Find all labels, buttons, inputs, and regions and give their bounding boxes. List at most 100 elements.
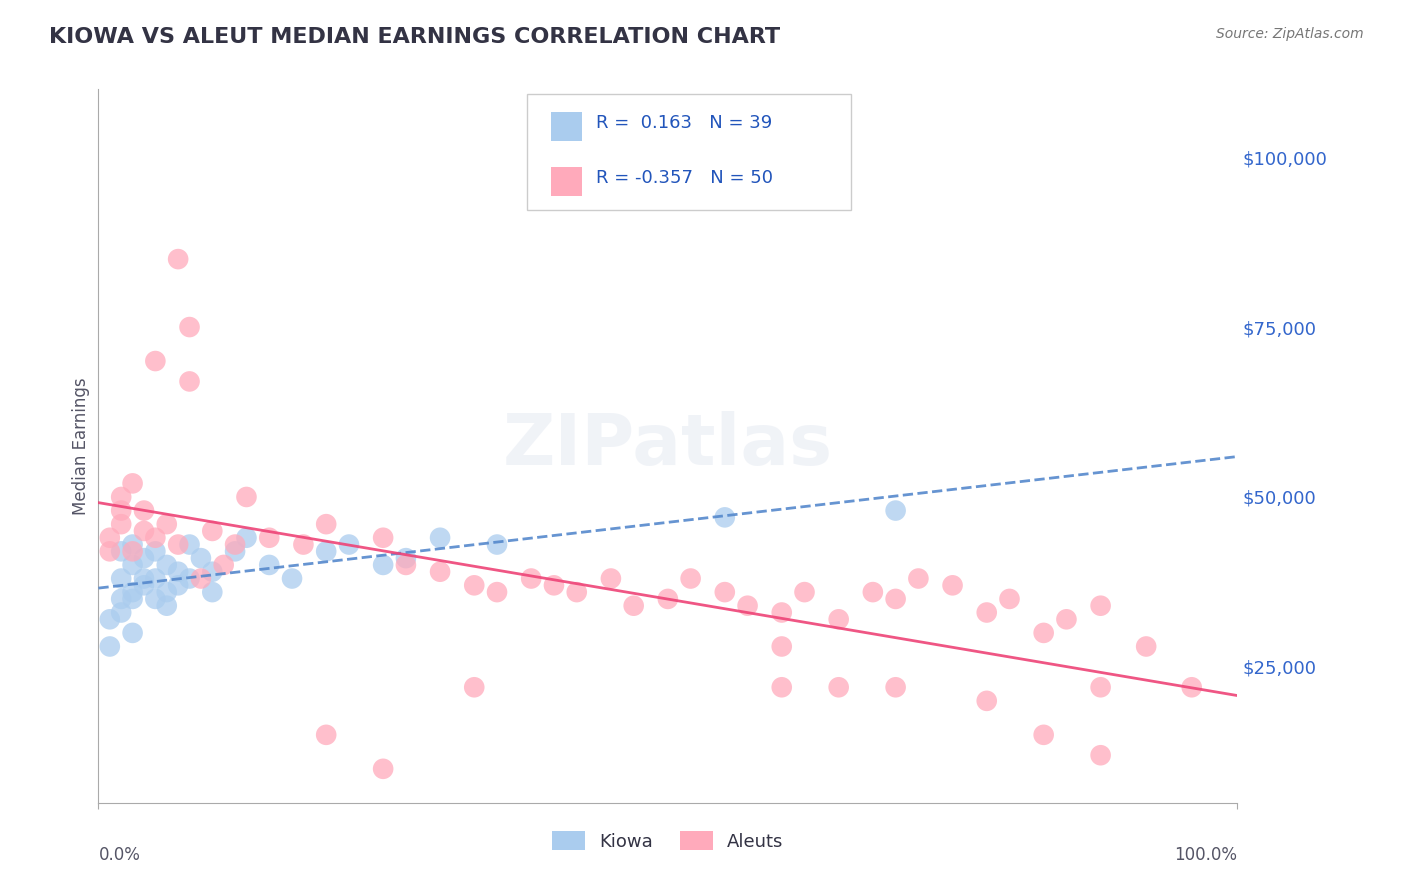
Point [737,599,759,613]
Point [371,558,394,572]
Point [121,537,143,551]
Point [167,252,190,266]
Point [907,572,929,586]
Point [201,565,224,579]
Point [110,606,132,620]
Point [1090,748,1112,763]
Point [463,680,485,694]
Point [1090,599,1112,613]
Text: Source: ZipAtlas.com: Source: ZipAtlas.com [1216,27,1364,41]
Point [976,694,998,708]
Point [201,585,224,599]
Point [110,591,132,606]
Point [315,544,337,558]
Point [224,544,246,558]
Point [395,558,418,572]
Point [679,572,702,586]
Text: 100.0%: 100.0% [1174,846,1237,863]
Point [179,375,201,389]
Point [998,591,1021,606]
Point [145,591,167,606]
Point [315,517,337,532]
Point [337,537,360,551]
Point [212,558,235,572]
Point [179,320,201,334]
Point [145,544,167,558]
Point [121,558,143,572]
Point [942,578,965,592]
Point [395,551,418,566]
Point [828,612,851,626]
Point [884,591,907,606]
Point [145,531,167,545]
Point [371,531,394,545]
Text: ZIPatlas: ZIPatlas [503,411,832,481]
Point [600,572,623,586]
Point [520,572,543,586]
Point [235,490,257,504]
Point [657,591,679,606]
Point [281,572,304,586]
Point [292,537,315,551]
Point [1135,640,1157,654]
Point [259,531,281,545]
Point [98,612,121,626]
Point [1090,680,1112,694]
Point [179,537,201,551]
Point [110,490,132,504]
Point [121,585,143,599]
Point [132,503,155,517]
Point [770,606,793,620]
Point [121,476,143,491]
Point [884,680,907,694]
Point [828,680,851,694]
Point [167,578,190,592]
Point [132,524,155,538]
Point [98,531,121,545]
Point [98,544,121,558]
Point [1054,612,1078,626]
Point [156,558,179,572]
Point [110,503,132,517]
Point [190,551,212,566]
Point [1032,728,1054,742]
Point [224,537,246,551]
Point [770,680,793,694]
Point [862,585,884,599]
Point [179,572,201,586]
Point [121,544,143,558]
Point [156,585,179,599]
Point [110,517,132,532]
Point [110,544,132,558]
Point [429,531,451,545]
Point [315,728,337,742]
Point [167,537,190,551]
Point [429,565,451,579]
Point [371,762,394,776]
Point [132,578,155,592]
Point [156,599,179,613]
Point [201,524,224,538]
Point [793,585,815,599]
Point [132,572,155,586]
Point [167,565,190,579]
Point [121,626,143,640]
Point [1181,680,1204,694]
Point [145,354,167,368]
Point [543,578,565,592]
Point [132,551,155,566]
Point [190,572,212,586]
Point [98,640,121,654]
Text: KIOWA VS ALEUT MEDIAN EARNINGS CORRELATION CHART: KIOWA VS ALEUT MEDIAN EARNINGS CORRELATI… [49,27,780,46]
Text: 0.0%: 0.0% [98,846,141,863]
Point [235,531,257,545]
Point [156,517,179,532]
Point [714,510,737,524]
Point [463,578,485,592]
Point [259,558,281,572]
Point [486,585,509,599]
Text: R = -0.357   N = 50: R = -0.357 N = 50 [596,169,773,187]
Point [714,585,737,599]
Point [976,606,998,620]
Point [1032,626,1054,640]
